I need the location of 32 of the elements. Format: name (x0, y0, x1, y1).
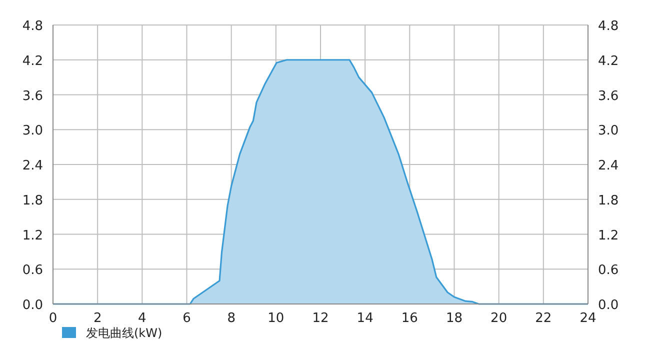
y2-tick-label: 1.8 (598, 193, 619, 208)
y-tick-label: 0.0 (22, 298, 43, 313)
y-tick-label: 4.2 (22, 54, 43, 69)
y2-tick-label: 3.6 (598, 88, 619, 104)
x-tick-label: 20 (490, 311, 508, 326)
y2-tick-label: 0.0 (598, 298, 619, 313)
y2-tick-label: 1.2 (598, 228, 619, 244)
y2-tick-label: 4.8 (598, 19, 619, 34)
x-tick-label: 10 (268, 311, 284, 326)
y2-tick-label: 0.6 (598, 263, 619, 278)
x-tick-label: 24 (580, 311, 596, 326)
y-tick-label: 1.2 (22, 228, 43, 244)
legend-label: 发电曲线(kW) (86, 326, 162, 340)
y-tick-label: 3.6 (22, 88, 43, 104)
y2-tick-label: 3.0 (598, 124, 619, 139)
x-tick-label: 16 (401, 311, 418, 326)
y-tick-label: 3.0 (22, 124, 43, 139)
y-tick-label: 1.8 (22, 193, 43, 208)
x-tick-label: 0 (48, 311, 58, 326)
y2-tick-label: 2.4 (598, 158, 619, 174)
x-tick-label: 6 (182, 311, 191, 326)
y2-tick-label: 4.2 (598, 54, 619, 69)
y-tick-label: 2.4 (22, 158, 43, 174)
x-tick-label: 18 (446, 311, 463, 326)
x-tick-label: 14 (356, 311, 374, 326)
x-tick-label: 22 (535, 311, 552, 326)
x-tick-label: 2 (93, 311, 102, 326)
y-tick-label: 0.6 (22, 263, 43, 278)
y-tick-label: 4.8 (22, 19, 43, 34)
x-tick-label: 8 (227, 311, 236, 326)
x-tick-label: 12 (312, 311, 329, 326)
x-tick-label: 4 (138, 311, 146, 326)
